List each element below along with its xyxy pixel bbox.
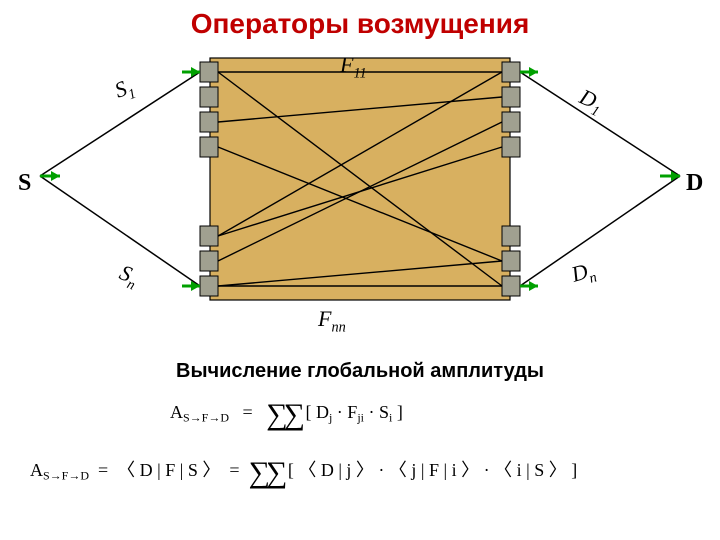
perturbation-diagram: F11FnnSDS1SnD1Dn — [0, 46, 720, 346]
subheading-text: Вычисление глобальной амплитуды — [176, 360, 544, 382]
svg-text:D1: D1 — [573, 83, 607, 120]
svg-text:Fnn: Fnn — [317, 306, 346, 336]
svg-text:Sn: Sn — [114, 259, 142, 293]
svg-text:S1: S1 — [111, 73, 138, 107]
equation-2: AS→F→D = 〈 D | F | S 〉 = ∑∑ [ 〈 D | j 〉 … — [0, 456, 720, 484]
page-root: Операторы возмущения F11FnnSDS1SnD1Dn Вы… — [0, 0, 720, 540]
equation-1: AS→F→D = ∑∑ [ Dj · Fji · Si ] — [0, 402, 720, 426]
page-title: Операторы возмущения — [0, 8, 720, 40]
title-text: Операторы возмущения — [191, 8, 530, 39]
svg-text:D: D — [686, 170, 703, 196]
svg-text:S: S — [18, 170, 31, 196]
svg-text:Dn: Dn — [568, 256, 599, 291]
diagram-container: F11FnnSDS1SnD1Dn — [0, 46, 720, 346]
subheading: Вычисление глобальной амплитуды — [0, 360, 720, 383]
